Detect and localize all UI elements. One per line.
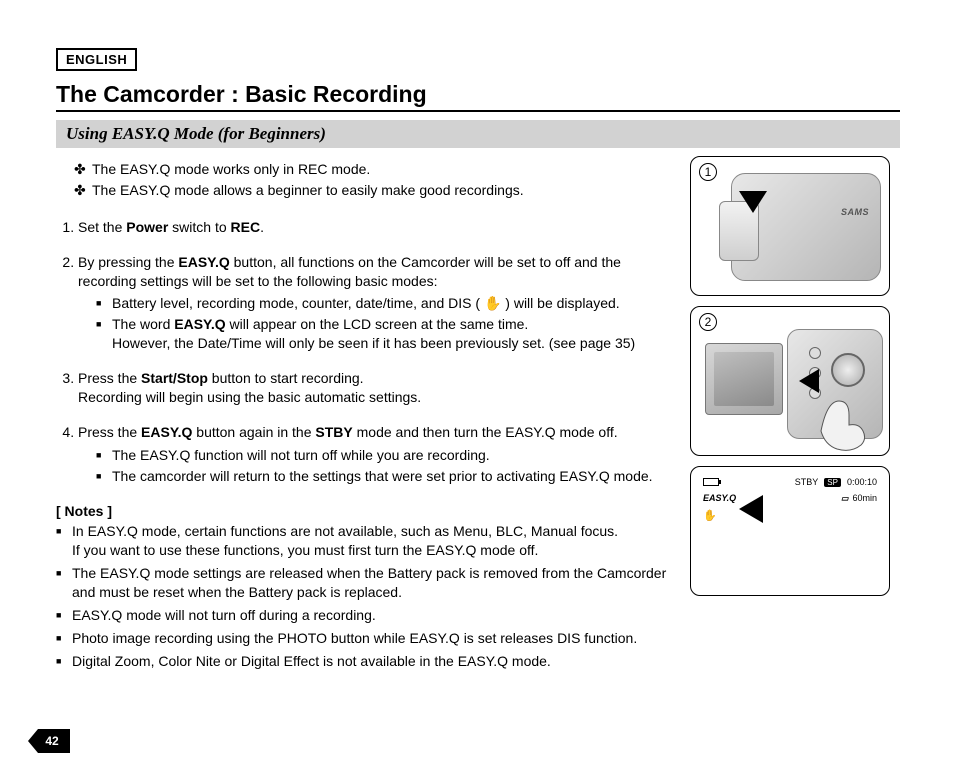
note-item: In EASY.Q mode, certain functions are no…: [56, 522, 670, 560]
figure-2: 2: [690, 306, 890, 456]
step-text: Press the: [78, 370, 141, 386]
osd-row-1: STBY SP 0:00:10: [703, 477, 877, 487]
step-text: Recording will begin using the basic aut…: [78, 389, 421, 405]
step-4-sublist: The EASY.Q function will not turn off wh…: [96, 446, 670, 486]
arrow-left-icon: [799, 369, 819, 393]
sub-item: The EASY.Q function will not turn off wh…: [96, 446, 670, 465]
button-dot-illustration: [809, 347, 821, 359]
tape-icon: ▭: [841, 494, 849, 503]
page-title: The Camcorder : Basic Recording: [56, 81, 900, 112]
osd-stby: STBY: [795, 477, 819, 487]
note-item: Photo image recording using the PHOTO bu…: [56, 629, 670, 648]
note-item: Digital Zoom, Color Nite or Digital Effe…: [56, 652, 670, 671]
step-1: Set the Power switch to REC.: [78, 218, 670, 237]
step-text: button again in the: [192, 424, 315, 440]
intro-item: ✤ The EASY.Q mode works only in REC mode…: [74, 160, 670, 179]
sub-item: The word EASY.Q will appear on the LCD s…: [96, 315, 670, 353]
notes-list: In EASY.Q mode, certain functions are no…: [56, 522, 670, 670]
note-item: The EASY.Q mode settings are released wh…: [56, 564, 670, 602]
step-4: Press the EASY.Q button again in the STB…: [78, 423, 670, 486]
sub-item: Battery level, recording mode, counter, …: [96, 294, 670, 313]
figure-column: 1 SAMS 2: [690, 156, 900, 675]
bullet-icon: ✤: [74, 160, 92, 179]
step-text: By pressing the: [78, 254, 178, 270]
language-badge: ENGLISH: [56, 48, 137, 71]
step-3: Press the Start/Stop button to start rec…: [78, 369, 670, 407]
text-column: ✤ The EASY.Q mode works only in REC mode…: [56, 156, 690, 675]
battery-icon: [703, 478, 719, 486]
figure-1: 1 SAMS: [690, 156, 890, 296]
intro-item: ✤ The EASY.Q mode allows a beginner to e…: [74, 181, 670, 200]
step-2: By pressing the EASY.Q button, all funct…: [78, 253, 670, 353]
step-bold: Start/Stop: [141, 370, 208, 386]
step-bold: STBY: [315, 424, 352, 440]
section-subtitle: Using EASY.Q Mode (for Beginners): [56, 120, 900, 148]
sub-bold: EASY.Q: [174, 316, 225, 332]
step-text: Press the: [78, 424, 141, 440]
step-bold: Power: [126, 219, 168, 235]
sub-text: will appear on the LCD screen at the sam…: [226, 316, 529, 332]
arrow-down-icon: [739, 191, 767, 213]
steps-list: Set the Power switch to REC. By pressing…: [78, 218, 670, 486]
osd-easyq-label: EASY.Q: [703, 493, 736, 503]
manual-page: ENGLISH The Camcorder : Basic Recording …: [0, 0, 954, 779]
body-row: ✤ The EASY.Q mode works only in REC mode…: [56, 156, 900, 675]
sub-text: The word: [112, 316, 174, 332]
osd-row-2: EASY.Q ▭ 60min: [703, 493, 877, 503]
arrow-left-icon: [739, 495, 763, 523]
note-item: EASY.Q mode will not turn off during a r…: [56, 606, 670, 625]
page-number-text: 42: [45, 734, 59, 748]
step-text: switch to: [168, 219, 230, 235]
step-2-sublist: Battery level, recording mode, counter, …: [96, 294, 670, 353]
figure-number-badge: 1: [699, 163, 717, 181]
lcd-screen-illustration: [705, 343, 783, 415]
intro-list: ✤ The EASY.Q mode works only in REC mode…: [74, 160, 670, 200]
sub-text: However, the Date/Time will only be seen…: [112, 335, 635, 351]
step-bold: REC: [231, 219, 261, 235]
sub-item: The camcorder will return to the setting…: [96, 467, 670, 486]
step-text: Set the: [78, 219, 126, 235]
notes-header: [ Notes ]: [56, 502, 670, 521]
intro-text: The EASY.Q mode allows a beginner to eas…: [92, 181, 524, 200]
step-text: button to start recording.: [208, 370, 364, 386]
intro-text: The EASY.Q mode works only in REC mode.: [92, 160, 370, 179]
step-bold: EASY.Q: [178, 254, 229, 270]
brand-text-illustration: SAMS: [841, 207, 885, 227]
figure-number-badge: 2: [699, 313, 717, 331]
step-bold: EASY.Q: [141, 424, 192, 440]
step-text: mode and then turn the EASY.Q mode off.: [353, 424, 618, 440]
figure-3-osd: STBY SP 0:00:10 EASY.Q ▭ 60min ✋: [690, 466, 890, 596]
osd-remain: 60min: [852, 493, 877, 503]
page-number-badge: 42: [28, 729, 70, 753]
hand-icon: [811, 391, 881, 451]
bullet-icon: ✤: [74, 181, 92, 200]
osd-sp-badge: SP: [824, 478, 841, 487]
hand-dis-icon: ✋: [703, 509, 717, 522]
step-text: .: [260, 219, 264, 235]
osd-time: 0:00:10: [847, 477, 877, 487]
lens-illustration: [831, 353, 865, 387]
